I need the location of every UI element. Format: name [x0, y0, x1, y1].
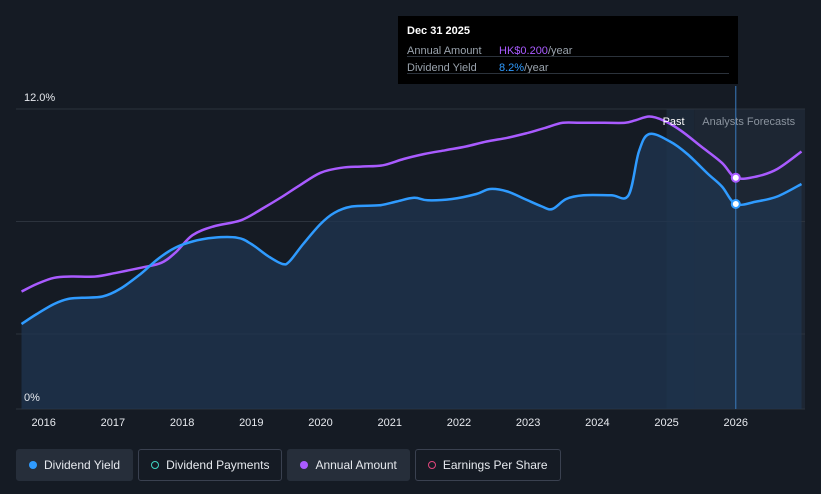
x-tick-label: 2023 — [516, 417, 540, 429]
x-tick-label: 2024 — [585, 417, 609, 429]
dividend-yield-area — [21, 133, 802, 409]
x-tick-label: 2026 — [724, 417, 748, 429]
legend: Dividend Yield Dividend Payments Annual … — [16, 449, 561, 481]
x-tick-label: 2018 — [170, 417, 194, 429]
legend-label: Annual Amount — [315, 458, 397, 472]
region-label-past: Past — [663, 116, 685, 128]
tooltip-row-annual-amount: Annual Amount HK$0.200/year — [407, 43, 729, 60]
tooltip-unit: /year — [547, 45, 573, 57]
tooltip-label: Dividend Yield — [407, 62, 477, 74]
tooltip-value: HK$0.200 — [499, 45, 548, 57]
legend-dot-icon — [300, 461, 309, 469]
legend-item-earnings-per-share[interactable]: Earnings Per Share — [414, 449, 561, 481]
x-tick-label: 2025 — [654, 417, 678, 429]
legend-dot-icon — [29, 461, 37, 469]
y-tick-label: 0% — [24, 392, 40, 404]
region-label-forecast: Analysts Forecasts — [702, 116, 795, 128]
tooltip-value: 8.2% — [499, 62, 525, 74]
x-tick-label: 2019 — [239, 417, 263, 429]
x-tick-label: 2016 — [31, 417, 55, 429]
x-tick-label: 2017 — [101, 417, 125, 429]
tooltip-row-dividend-yield: Dividend Yield 8.2%/year — [407, 60, 729, 77]
tooltip-divider — [407, 73, 729, 74]
dividend-yield-marker — [730, 199, 741, 209]
y-tick-label: 12.0% — [24, 92, 55, 104]
legend-item-dividend-yield[interactable]: Dividend Yield — [16, 449, 134, 481]
legend-label: Dividend Payments — [166, 458, 270, 472]
dividend-yield-line — [20, 132, 803, 326]
x-tick-label: 2022 — [447, 417, 471, 429]
tooltip-label: Annual Amount — [407, 45, 482, 57]
legend-label: Earnings Per Share — [442, 458, 548, 472]
legend-item-dividend-payments[interactable]: Dividend Payments — [138, 449, 283, 481]
annual-amount-line — [20, 115, 803, 293]
annual-amount-marker — [730, 172, 741, 183]
x-tick-label: 2020 — [308, 417, 332, 429]
tooltip-unit: /year — [524, 62, 549, 74]
tooltip-divider — [407, 56, 729, 57]
legend-ring-icon — [427, 461, 436, 469]
legend-label: Dividend Yield — [44, 458, 121, 472]
legend-item-annual-amount[interactable]: Annual Amount — [287, 449, 410, 481]
x-tick-label: 2021 — [377, 417, 401, 429]
legend-ring-icon — [151, 461, 160, 469]
tooltip: Dec 31 2025 Annual Amount HK$0.200/year … — [398, 16, 738, 84]
tooltip-date: Dec 31 2025 — [407, 25, 470, 37]
